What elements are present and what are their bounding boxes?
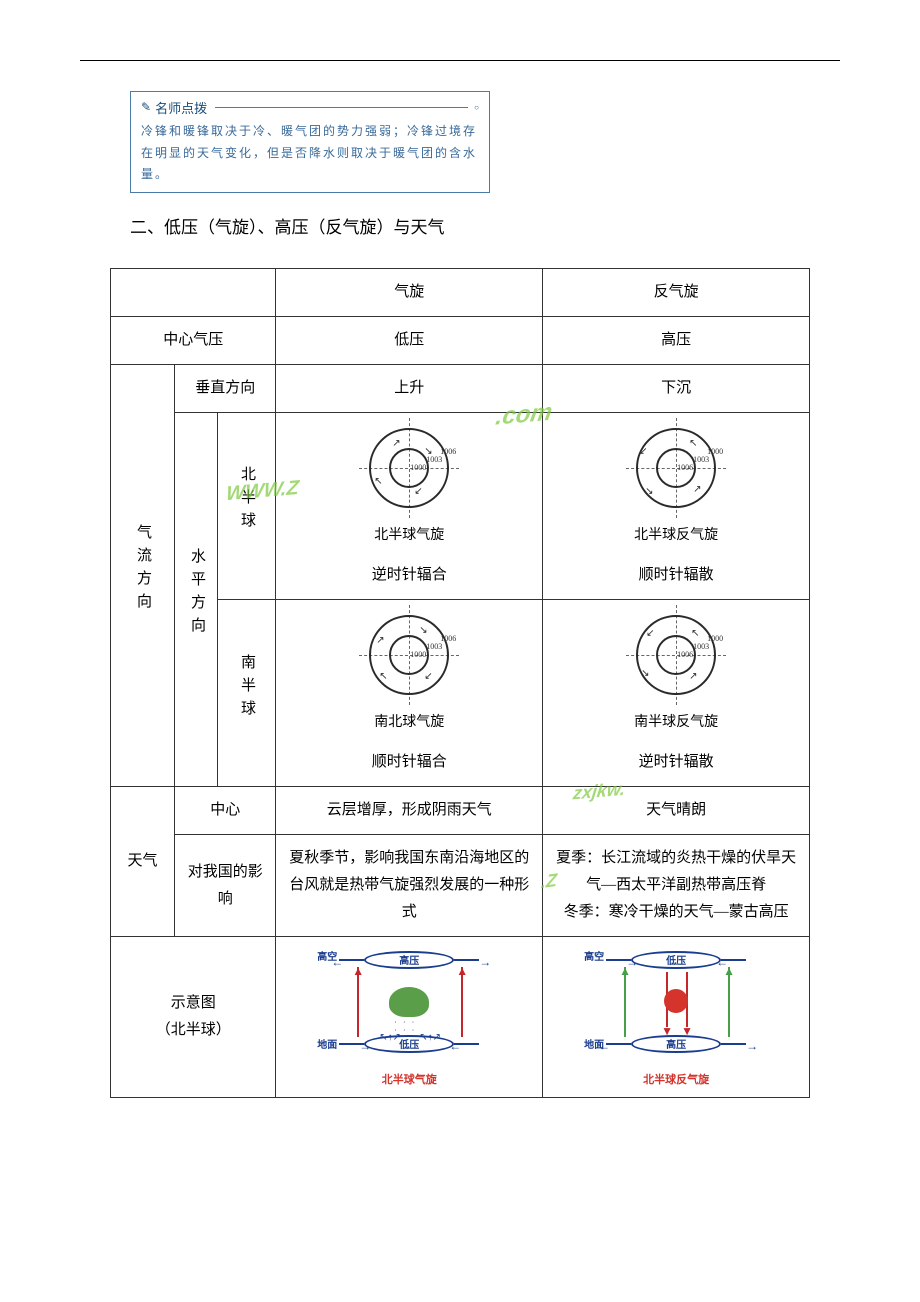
china-effect-label: 对我国的影响 <box>175 835 276 937</box>
pressure-label: 1003 <box>693 453 709 467</box>
anticyclone-header: 反气旋 <box>543 268 810 316</box>
high-pressure-cell: 高压 <box>543 316 810 364</box>
page-top-rule <box>80 60 840 61</box>
table-row: 天气 中心 云层增厚，形成阴雨天气 zxjkw. 天气晴朗 <box>111 787 810 835</box>
south-anticyclone-diagram: 1000 1003 1006 ↘ ↖ ↙ ↗ 南半球反气旋 逆时针辐散 <box>551 610 801 776</box>
northern-label: 北半球 <box>217 412 276 599</box>
north-cyclone-cell: WWW.Z .com 1006 1003 1000 ↖ ↘ ↗ ↙ 北半球气旋 … <box>276 412 543 599</box>
sinking-cell: 下沉 <box>543 364 810 412</box>
circle-diagram-icon: 1006 1003 1000 ↗ ↙ ↘ ↖ <box>364 610 454 700</box>
airflow-dir-text: 气流方向 <box>129 524 156 616</box>
comparison-table: 气旋 反气旋 中心气压 低压 高压 气流方向 垂直方向 上升 下沉 水平方向 北… <box>110 268 810 1098</box>
cyclone-schematic-cell: 高空 高压 ← → ▲ ▲ · · ·· · · 地面 低压 → ← <box>276 937 543 1098</box>
table-row: 对我国的影响 .Z 夏秋季节，影响我国东南沿海地区的台风就是热带气旋强烈发展的一… <box>111 835 810 937</box>
diagram-caption: 北半球气旋 <box>374 523 444 548</box>
pressure-label: 1003 <box>426 640 442 654</box>
pressure-label: 1006 <box>677 461 693 475</box>
tip-box: 名师点拨 冷锋和暖锋取决于冷、暖气团的势力强弱；冷锋过境存在明显的天气变化，但是… <box>130 91 490 193</box>
southern-label: 南半球 <box>217 599 276 786</box>
section-title: 二、低压（气旋）、高压（反气旋）与天气 <box>130 213 810 238</box>
sch-caption: 北半球反气旋 <box>576 1071 776 1091</box>
table-row: 气旋 反气旋 <box>111 268 810 316</box>
table-row: 中心气压 低压 高压 <box>111 316 810 364</box>
horizontal-dir-text: 水平方向 <box>183 548 210 640</box>
tip-header-line <box>215 107 468 108</box>
northern-text: 北半球 <box>233 466 260 535</box>
diagram-desc: 顺时针辐散 <box>639 562 714 589</box>
anticyclone-china-cell: 夏季：长江流域的炎热干燥的伏旱天气—西太平洋副热带高压脊 冬季：寒冷干燥的天气—… <box>543 835 810 937</box>
circle-diagram-icon: 1000 1003 1006 ↙ ↗ ↖ ↘ <box>631 423 721 513</box>
south-anticyclone-cell: 1000 1003 1006 ↘ ↖ ↙ ↗ 南半球反气旋 逆时针辐散 <box>543 599 810 786</box>
schematic-label-line1: 示意图 <box>119 990 267 1017</box>
cyclone-header: 气旋 <box>276 268 543 316</box>
south-cyclone-diagram: 1006 1003 1000 ↗ ↙ ↘ ↖ 南北球气旋 顺时针辐合 <box>284 610 534 776</box>
pressure-label: 1000 <box>707 445 723 459</box>
anticyclone-center-text: 天气晴朗 <box>646 802 706 818</box>
diagram-desc: 顺时针辐合 <box>372 749 447 776</box>
table-row: 示意图 （北半球） 高空 高压 ← → ▲ ▲ · · ·· · · 地面 低压 <box>111 937 810 1098</box>
sch-label-top: 高空 <box>584 949 604 967</box>
north-cyclone-diagram: 1006 1003 1000 ↖ ↘ ↗ ↙ 北半球气旋 逆时针辐合 <box>284 423 534 589</box>
anticyclone-center-weather: zxjkw. 天气晴朗 <box>543 787 810 835</box>
anticyclone-china-text: 夏季：长江流域的炎热干燥的伏旱天气—西太平洋副热带高压脊 冬季：寒冷干燥的天气—… <box>556 850 796 920</box>
sch-caption: 北半球气旋 <box>309 1071 509 1091</box>
anticyclone-schematic: 高空 低压 → ← ▲ ▲ ▼ ▼ 地面 高压 <box>576 947 776 1087</box>
cyclone-china-cell: .Z 夏秋季节，影响我国东南沿海地区的台风就是热带气旋强烈发展的一种形式 <box>276 835 543 937</box>
sch-label-center-top: 低压 <box>666 953 686 971</box>
circle-diagram-icon: 1006 1003 1000 ↖ ↘ ↗ ↙ <box>364 423 454 513</box>
sun-icon <box>664 989 688 1013</box>
cyclone-schematic: 高空 高压 ← → ▲ ▲ · · ·· · · 地面 低压 → ← <box>309 947 509 1087</box>
diagram-desc: 逆时针辐合 <box>372 562 447 589</box>
north-anticyclone-diagram: 1000 1003 1006 ↙ ↗ ↖ ↘ 北半球反气旋 顺时针辐散 <box>551 423 801 589</box>
diagram-desc: 逆时针辐散 <box>639 749 714 776</box>
cyclone-china-text: 夏秋季节，影响我国东南沿海地区的台风就是热带气旋强烈发展的一种形式 <box>289 850 529 920</box>
pressure-label: 1000 <box>707 632 723 646</box>
table-row: 水平方向 北半球 WWW.Z .com 1006 1003 1000 ↖ ↘ ↗… <box>111 412 810 599</box>
pressure-label: 1006 <box>440 632 456 646</box>
rising-cell: 上升 <box>276 364 543 412</box>
cyclone-center-weather: 云层增厚，形成阴雨天气 <box>276 787 543 835</box>
pressure-label: 1006 <box>440 445 456 459</box>
schematic-label: 示意图 （北半球） <box>111 937 276 1098</box>
pressure-label: 1006 <box>677 648 693 662</box>
pressure-label: 1000 <box>410 648 426 662</box>
empty-header-cell <box>111 268 276 316</box>
vertical-dir-label: 垂直方向 <box>175 364 276 412</box>
pressure-label: 1000 <box>410 461 426 475</box>
south-cyclone-cell: 1006 1003 1000 ↗ ↙ ↘ ↖ 南北球气旋 顺时针辐合 <box>276 599 543 786</box>
sch-label-center-top: 高压 <box>399 953 419 971</box>
table-row: 气流方向 垂直方向 上升 下沉 <box>111 364 810 412</box>
tip-body: 冷锋和暖锋取决于冷、暖气团的势力强弱；冷锋过境存在明显的天气变化，但是否降水则取… <box>141 121 479 186</box>
center-label: 中心 <box>175 787 276 835</box>
sch-label-center-bot: 低压 <box>399 1037 419 1055</box>
airflow-dir-label: 气流方向 <box>111 364 175 786</box>
central-pressure-label: 中心气压 <box>111 316 276 364</box>
low-pressure-cell: 低压 <box>276 316 543 364</box>
weather-label: 天气 <box>111 787 175 937</box>
diagram-caption: 南北球气旋 <box>374 710 444 735</box>
tip-header: 名师点拨 <box>141 98 479 117</box>
horizontal-dir-label: 水平方向 <box>175 412 218 786</box>
diagram-caption: 南半球反气旋 <box>634 710 718 735</box>
north-anticyclone-cell: 1000 1003 1006 ↙ ↗ ↖ ↘ 北半球反气旋 顺时针辐散 <box>543 412 810 599</box>
cyclone-center-text: 云层增厚，形成阴雨天气 <box>327 802 492 818</box>
southern-text: 南半球 <box>233 654 260 723</box>
tip-header-text: 名师点拨 <box>155 98 207 117</box>
circle-diagram-icon: 1000 1003 1006 ↘ ↖ ↙ ↗ <box>631 610 721 700</box>
sch-label-center-bot: 高压 <box>666 1037 686 1055</box>
sch-label-ground: 地面 <box>317 1037 337 1055</box>
cloud-icon <box>389 987 429 1017</box>
diagram-caption: 北半球反气旋 <box>634 523 718 548</box>
anticyclone-schematic-cell: 高空 低压 → ← ▲ ▲ ▼ ▼ 地面 高压 <box>543 937 810 1098</box>
schematic-label-line2: （北半球） <box>119 1017 267 1044</box>
